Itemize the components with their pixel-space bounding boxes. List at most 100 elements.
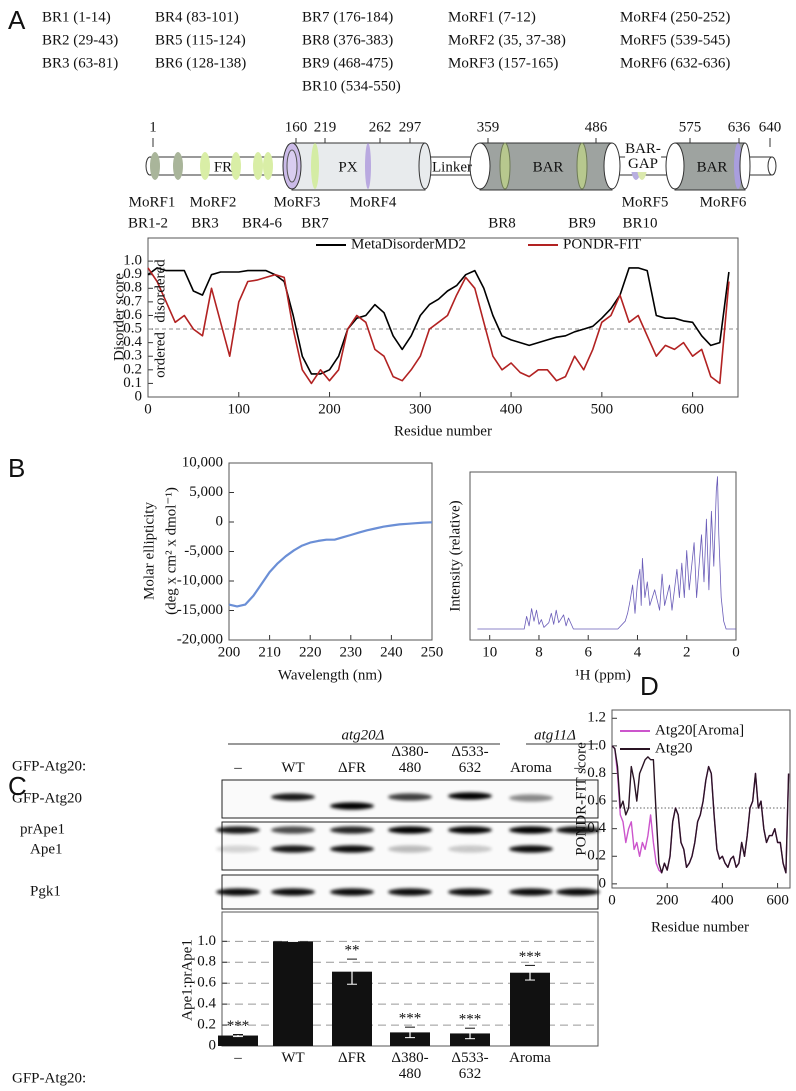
region-entry: BR10 (534-550) bbox=[302, 78, 401, 94]
region-annotation: ordered bbox=[152, 332, 168, 378]
region-entry: BR4 (83-101) bbox=[155, 9, 239, 25]
x-tick-label: 400 bbox=[500, 401, 523, 417]
x-axis-title: Wavelength (nm) bbox=[278, 667, 382, 683]
y-tick-label: 0.3 bbox=[123, 348, 142, 364]
y-tick-label: 0.2 bbox=[587, 848, 606, 864]
y-axis-title: Intensity (relative) bbox=[447, 500, 463, 611]
br-label: BR1-2 bbox=[128, 215, 168, 231]
blot-band bbox=[271, 845, 315, 853]
bar bbox=[450, 1033, 490, 1046]
blot-band bbox=[448, 792, 492, 800]
residue-position: 297 bbox=[399, 119, 422, 135]
br-label: BR4-6 bbox=[242, 215, 283, 231]
blot-band bbox=[448, 888, 492, 896]
y-tick-label: 0.2 bbox=[197, 1017, 216, 1033]
y-axis-title: Ape1:prApe1 bbox=[179, 939, 195, 1021]
region-entry: MoRF2 (35, 37-38) bbox=[448, 32, 566, 48]
x-tick-label: 400 bbox=[711, 892, 734, 908]
y-axis-title: Disorder score bbox=[111, 273, 127, 361]
x-tick-label: 200 bbox=[656, 892, 679, 908]
y-tick-label: 0 bbox=[135, 388, 143, 404]
blot-band bbox=[509, 845, 553, 853]
blot-band bbox=[330, 802, 374, 810]
band-label: prApe1 bbox=[20, 821, 65, 837]
row-label: GFP-Atg20: bbox=[12, 1070, 86, 1086]
x-tick-label: 0 bbox=[732, 644, 740, 660]
x-tick-label: 200 bbox=[318, 401, 341, 417]
px-end bbox=[418, 142, 432, 190]
domain-label: BAR bbox=[533, 159, 564, 175]
plot-frame bbox=[147, 237, 739, 398]
blot-band bbox=[509, 888, 553, 896]
bar-cap bbox=[665, 142, 685, 190]
bar-end bbox=[603, 142, 621, 190]
y-tick-label: 0.6 bbox=[197, 975, 216, 991]
legend-label: MetaDisorderMD2 bbox=[351, 236, 466, 252]
morf-label: MoRF4 bbox=[350, 194, 397, 210]
y-tick-label: 5,000 bbox=[189, 484, 223, 500]
plot-frame bbox=[228, 462, 433, 641]
residue-position: 1 bbox=[149, 119, 157, 135]
residue-position: 575 bbox=[679, 119, 702, 135]
blot-band bbox=[388, 793, 432, 801]
fr-motif bbox=[253, 152, 263, 180]
panel-label: B bbox=[8, 453, 25, 483]
y-tick-label: 1.2 bbox=[587, 710, 606, 726]
x-category-label: WT bbox=[281, 1050, 305, 1066]
morf-label: MoRF5 bbox=[622, 194, 669, 210]
y-tick-label: 1.0 bbox=[197, 933, 216, 949]
x-tick-label: 200 bbox=[218, 644, 241, 660]
bar-band bbox=[576, 142, 588, 190]
lane-label: Δ533- 632 bbox=[451, 744, 489, 776]
blot-band bbox=[388, 888, 432, 896]
br-label: BR10 bbox=[622, 215, 657, 231]
domain-label: FR bbox=[214, 159, 232, 175]
panel-label: A bbox=[8, 5, 26, 35]
band-label: GFP-Atg20 bbox=[12, 790, 82, 806]
y-tick-label: 1.0 bbox=[587, 737, 606, 753]
br-label: BR9 bbox=[568, 215, 596, 231]
blot-band bbox=[388, 826, 432, 834]
significance: *** bbox=[519, 949, 542, 965]
y-tick-label: 0 bbox=[209, 1037, 217, 1053]
lane-label: Δ380- 480 bbox=[391, 744, 429, 776]
blot-band bbox=[448, 845, 492, 853]
bar-cap bbox=[469, 142, 491, 190]
x-tick-label: 500 bbox=[591, 401, 614, 417]
y-tick-label: 0.9 bbox=[123, 266, 142, 282]
x-tick-label: 230 bbox=[340, 644, 363, 660]
br-label: BR3 bbox=[191, 215, 219, 231]
region-entry: BR7 (176-184) bbox=[302, 9, 393, 25]
panel-label: C bbox=[8, 771, 27, 801]
region-entry: MoRF5 (539-545) bbox=[620, 32, 730, 48]
series-line bbox=[147, 267, 730, 385]
px-band bbox=[365, 143, 371, 189]
y-axis-title: Molar ellipticity bbox=[141, 502, 157, 600]
y-tick-label: 0 bbox=[216, 513, 224, 529]
residue-position: 486 bbox=[585, 119, 608, 135]
region-entry: BR6 (128-138) bbox=[155, 55, 246, 71]
y-tick-label: 0.8 bbox=[123, 280, 142, 296]
band-label: Ape1 bbox=[30, 841, 63, 857]
legend-label: PONDR-FIT bbox=[563, 236, 641, 252]
legend-label: Atg20 bbox=[655, 740, 693, 756]
x-tick-label: 220 bbox=[299, 644, 322, 660]
series-line bbox=[147, 267, 730, 375]
region-entry: MoRF1 (7-12) bbox=[448, 9, 536, 25]
x-category-label: – bbox=[234, 1050, 242, 1066]
residue-position: 262 bbox=[369, 119, 392, 135]
bar bbox=[390, 1032, 430, 1046]
lane-label: Aroma bbox=[510, 760, 552, 776]
blot-band bbox=[271, 826, 315, 834]
strain-label: atg20Δ bbox=[342, 727, 385, 743]
strain-label: atg11Δ bbox=[534, 727, 576, 743]
x-tick-label: 300 bbox=[409, 401, 432, 417]
x-tick-label: 2 bbox=[683, 644, 691, 660]
lane-label: – bbox=[234, 760, 242, 776]
x-tick-label: 100 bbox=[228, 401, 251, 417]
blot-band bbox=[271, 793, 315, 801]
x-tick-label: 4 bbox=[634, 644, 642, 660]
end-cap bbox=[767, 156, 777, 176]
